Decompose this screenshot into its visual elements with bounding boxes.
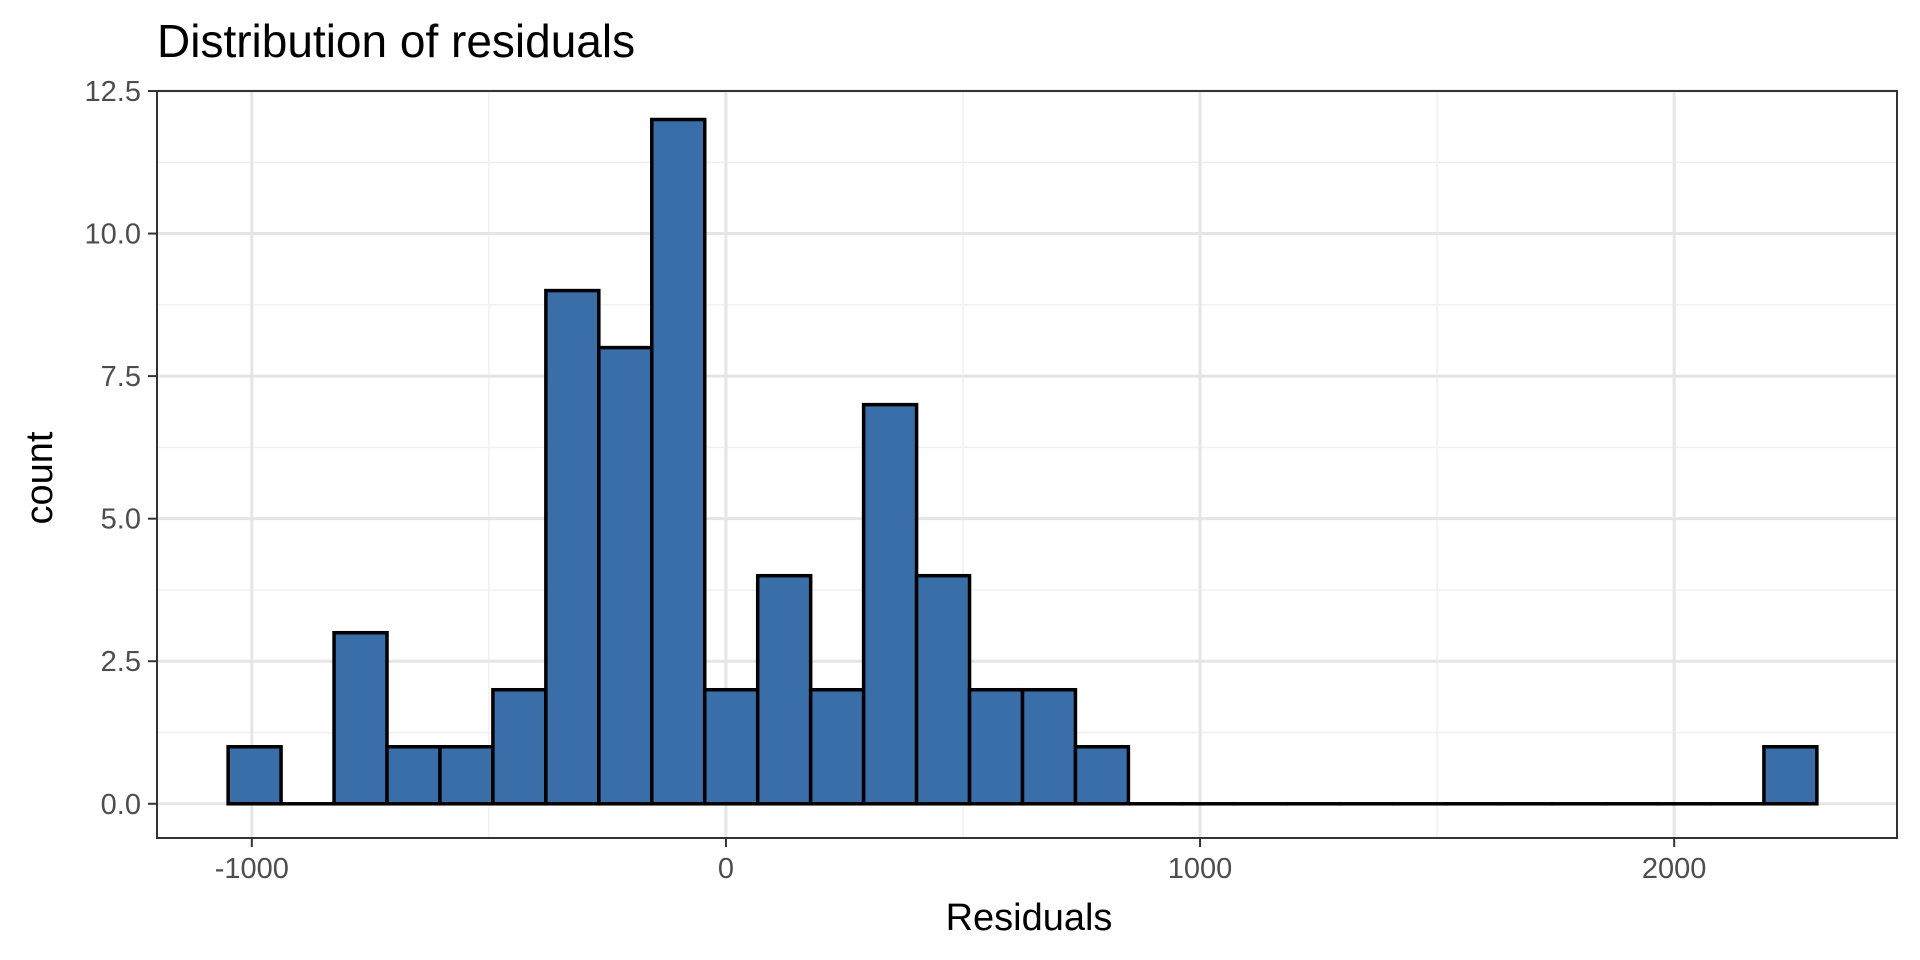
histogram-bar [702,687,760,806]
x-tick-label: -1000 [215,853,289,885]
y-tick-label: 5.0 [101,504,141,536]
histogram-bar [332,630,389,806]
histogram-bar [650,117,707,806]
histogram-bar [438,745,495,806]
histogram-bar [967,687,1025,806]
x-axis-title: Residuals [946,897,1113,939]
grid-lines [157,89,1897,838]
axis-ticks: 0.0 2.5 5.0 7.5 10.0 12.5 -1000 0 1000 2000 [85,76,1707,885]
histogram-bar [914,573,972,806]
x-tick-label: 1000 [1168,853,1233,885]
histogram-bar [226,745,283,806]
histogram-bar [808,687,866,806]
histogram-bar [491,687,548,806]
y-tick-label: 7.5 [101,361,141,393]
y-tick-label: 0.0 [101,789,141,821]
y-axis-title: count [19,431,61,524]
histogram-bar [597,345,654,806]
histogram-bar [1762,745,1819,806]
chart-title: Distribution of residuals [157,15,636,67]
y-tick-label: 10.0 [85,219,141,251]
histogram-bar [1073,745,1131,806]
histogram-bar [861,402,919,806]
histogram-bar [755,573,813,806]
y-tick-label: 12.5 [85,76,141,108]
histogram-bar [385,745,442,806]
y-tick-label: 2.5 [101,646,141,678]
histogram-bar [1020,687,1078,806]
x-tick-label: 0 [718,853,734,885]
panel-border [156,90,1898,839]
histogram-bar [544,288,601,806]
x-tick-label: 2000 [1642,853,1707,885]
histogram-bars [226,117,1819,806]
